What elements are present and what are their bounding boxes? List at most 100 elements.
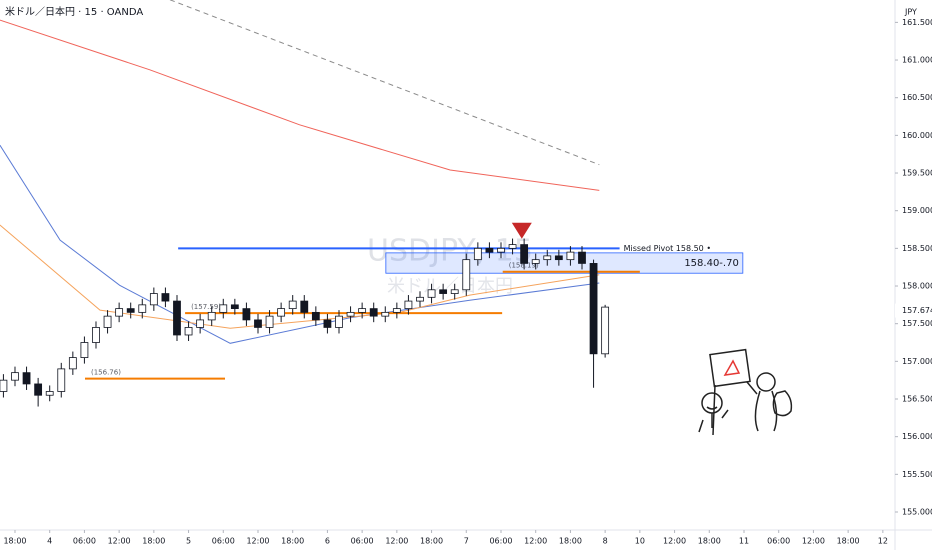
candle-body [346,311,355,317]
x-tick-label: 6 [325,537,330,546]
candle-body [126,308,135,313]
y-tick-label: 156.500 [902,395,932,404]
candle-body [392,308,401,313]
y-tick-label: 158.500 [902,244,932,253]
candle-body [578,251,586,264]
candle-body [520,244,529,264]
y-tick-label: 160.500 [902,93,932,102]
y-tick-label: 155.000 [902,507,932,516]
candle-body [601,306,610,355]
y-tick-label: 158.000 [902,282,932,291]
x-tick-label: 18:00 [420,537,443,546]
candle-body [462,259,471,291]
candle-body [80,342,89,358]
candle-body [22,372,31,385]
level-label: (156.76) [91,369,121,377]
candle-body [369,308,378,317]
candle-body [68,357,77,370]
watermark: USDJPY, 15 [367,234,533,269]
candle-body [230,304,239,310]
currency-label: JPY [904,8,917,17]
candle-body [381,311,390,317]
candle-body [219,304,228,313]
candle-body [589,263,598,355]
x-tick-label: 7 [464,537,469,546]
candle-body [277,308,286,317]
y-tick-label: 155.500 [902,470,932,479]
y-tick-label: 161.000 [902,56,932,65]
pivot-marker [511,222,532,239]
zone-label: 158.40-.70 [684,258,739,269]
moving-average [0,19,600,191]
candle-body [416,296,424,302]
candle-body [497,247,505,253]
x-tick-label: 4 [47,537,52,546]
candle-body [323,319,332,328]
y-tick-label: 156.000 [902,432,932,441]
candle-body [473,247,482,261]
candle-body [554,255,563,261]
x-tick-label: 06:00 [212,537,235,546]
candle-body [149,293,158,306]
x-tick-label: 06:00 [489,537,512,546]
last-price-label: 157.674 [902,306,932,315]
candle-body [161,293,170,302]
watermark-sub: 米ドル／日本円 [387,276,513,297]
x-tick-label: 18:00 [281,537,304,546]
x-tick-label: 12:00 [802,537,825,546]
y-tick-label: 159.500 [902,169,932,178]
candle-body [566,251,575,261]
candle-body [254,319,262,328]
candle-body [34,383,43,396]
y-tick-label: 157.500 [902,319,932,328]
candle-body [300,300,309,313]
candle-body [508,244,517,249]
candle-body [103,315,112,328]
moving-average [0,144,600,344]
candle-body [358,308,367,313]
candle-body [0,379,8,392]
candle-body [92,327,100,343]
candle-body [439,289,448,294]
candle-body [265,315,274,328]
y-tick-label: 159.000 [902,206,932,215]
x-tick-label: 18:00 [559,537,582,546]
y-tick-label: 161.500 [902,18,932,27]
candle-body [450,289,459,294]
x-tick-label: 12 [878,537,888,546]
x-tick-label: 06:00 [351,537,374,546]
x-tick-label: 18:00 [142,537,165,546]
y-tick-label: 160.000 [902,131,932,140]
candle-body [138,304,147,313]
candle-body [196,319,205,328]
x-tick-label: 12:00 [663,537,686,546]
last-price-box [895,303,932,318]
candle-body [115,308,124,317]
candle-body [207,311,216,321]
x-tick-label: 10 [635,537,645,546]
candle-body [45,391,54,396]
candle-body [335,315,343,328]
x-tick-label: 18:00 [3,537,26,546]
doodle [698,348,793,436]
x-tick-label: 12:00 [524,537,547,546]
moving-average [169,0,600,166]
candle-body [288,300,297,310]
candle-body [184,327,193,336]
candle-body [543,255,552,261]
x-tick-label: 18:00 [698,537,721,546]
x-tick-label: 12:00 [246,537,269,546]
candle-body [404,300,413,310]
candle-body [531,259,540,264]
x-tick-label: 18:00 [837,537,860,546]
x-tick-label: 8 [603,537,608,546]
x-tick-label: 12:00 [108,537,131,546]
x-tick-label: 12:00 [385,537,408,546]
chart-title: 米ドル／日本円 · 15 · OANDA [5,5,143,18]
x-tick-label: 06:00 [73,537,96,546]
x-tick-label: 5 [186,537,191,546]
candle-body [427,289,436,298]
level-label: (157.59) [191,303,221,311]
x-tick-label: 06:00 [767,537,790,546]
